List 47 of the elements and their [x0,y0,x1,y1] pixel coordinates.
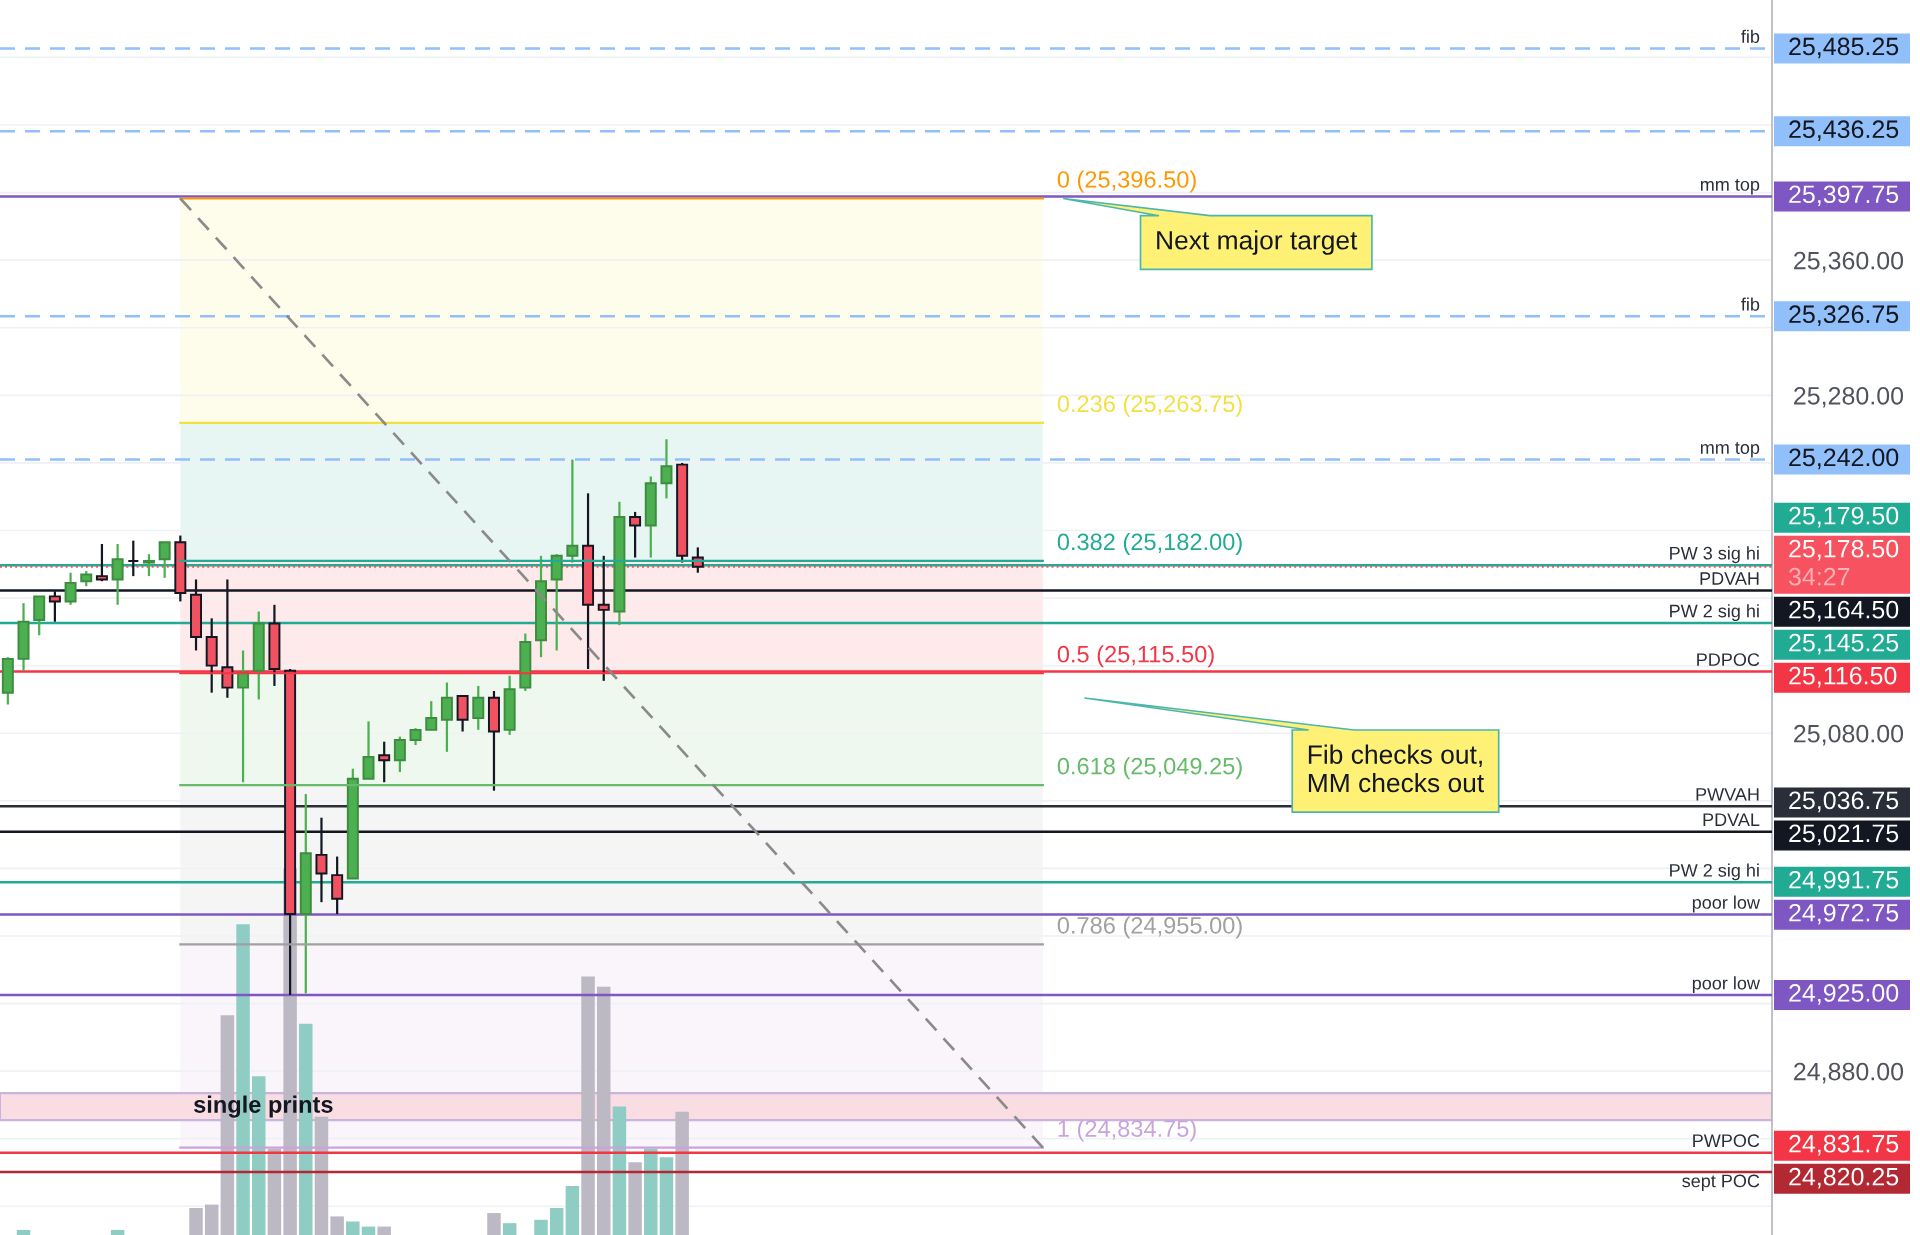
ref-line-label: PWVAH [1696,788,1759,801]
ref-line-label: poor low [1692,895,1760,913]
y-tick-label: 25,360.00 [1794,251,1904,273]
series-label: 0.236 (25,263.75) [1057,394,1242,417]
series-label: 1 (24,834.75) [1058,1119,1196,1142]
text: 25,436.25 [1789,120,1899,142]
ref-line-label: PW 2 sig hi [1670,863,1759,881]
ref-line-label: mm top [1700,442,1760,458]
text: 25,242.00 [1789,448,1899,470]
ref-line-label: PWPOC [1693,1134,1760,1148]
text: 25,164.50 [1789,600,1899,622]
text: 24,991.75 [1789,870,1899,892]
ref-line-label: PDVAL [1703,813,1760,826]
ref-line-label: mm top [1700,178,1760,195]
ref-line-label: poor low [1692,976,1760,994]
text: 25,116.50 [1789,666,1897,688]
text: 25,397.75 [1789,185,1899,207]
y-tick-label: 25,280.00 [1794,386,1904,408]
band-label: single prints [193,1095,333,1118]
text: 24,925.00 [1789,984,1899,1005]
ref-line-label: PDVAH [1700,572,1759,585]
ref-line-label: PW 3 sig hi [1670,546,1759,564]
text: 25,179.50 [1789,506,1899,528]
text: 25,021.75 [1789,824,1899,846]
text: 25,145.25 [1789,633,1899,655]
ref-line-label: sept POC [1682,1174,1760,1191]
series-label: 0.382 (25,182.00) [1057,532,1242,555]
series-label: 0.618 (25,049.25) [1057,757,1242,780]
series-label: 0.786 (24,955.00) [1057,916,1242,939]
y-tick-label: 24,880.00 [1794,1062,1904,1084]
text: 24,820.25 [1789,1167,1899,1189]
series-label: 0 (25,396.50) [1057,170,1196,193]
text: 24,972.75 [1789,903,1899,925]
text: 24,831.75 [1789,1134,1899,1156]
ref-line-label: fib [1741,29,1760,43]
text: 34:27 [1788,567,1850,586]
text: 25,178.50 [1789,539,1899,561]
text: 25,326.75 [1789,305,1899,327]
ref-line-label: PW 2 sig hi [1670,604,1759,621]
ref-line-label: fib [1741,297,1760,311]
series-label: 0.5 (25,115.50) [1057,645,1214,668]
text: 25,036.75 [1789,791,1899,813]
y-tick-label: 25,080.00 [1794,724,1904,746]
ref-line-label: PDPOC [1697,653,1760,666]
annotation: Fib checks out, MM checks out [1308,744,1484,793]
text: 25,485.25 [1789,37,1899,59]
annotation: Next major target [1157,230,1358,255]
